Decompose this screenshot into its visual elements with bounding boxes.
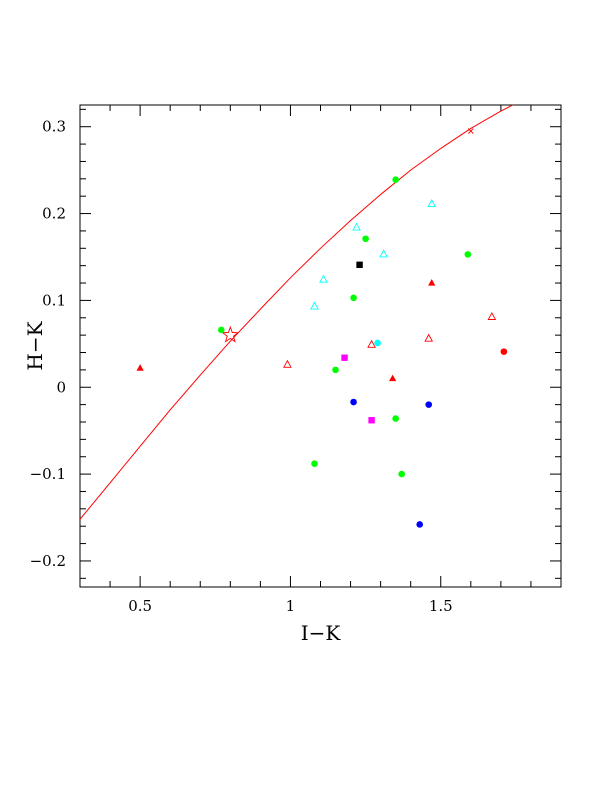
y-tick-label: 0.3 <box>42 118 66 136</box>
data-point-circle-filled <box>392 176 399 183</box>
data-point-triangle-open <box>379 249 388 258</box>
data-point-star-open <box>221 325 240 343</box>
data-point-square-filled <box>356 261 363 268</box>
data-point-circle-filled <box>362 235 369 243</box>
data-point-triangle-open <box>319 274 328 283</box>
x-tick-label: 0.5 <box>128 597 152 615</box>
data-point-circle-filled <box>311 460 318 467</box>
x-axis-title: I−K <box>301 621 342 645</box>
data-point-triangle-open <box>424 333 434 342</box>
data-point-circle-filled <box>217 326 225 334</box>
data-points <box>136 128 508 528</box>
data-point-circle-filled <box>464 251 472 258</box>
x-tick-label: 1.5 <box>429 597 453 615</box>
data-point-circle-filled <box>332 366 339 374</box>
x-tick-label: 1 <box>286 597 296 615</box>
data-point-triangle-open <box>487 311 497 320</box>
y-tick-label: 0 <box>56 378 66 396</box>
data-point-circle-filled <box>416 521 424 528</box>
data-point-circle-filled <box>398 470 405 478</box>
data-point-circle-filled <box>500 348 508 355</box>
data-point-triangle-filled <box>428 279 436 286</box>
data-point-triangle-filled <box>136 364 144 371</box>
data-point-triangle-filled <box>389 374 397 382</box>
data-point-triangle-open <box>427 199 437 208</box>
data-point-square-filled <box>341 354 348 361</box>
data-point-cross <box>467 128 474 134</box>
data-point-circle-filled <box>350 398 357 406</box>
y-axis-title: H−K <box>23 320 47 370</box>
y-tick-label: −0.1 <box>30 465 66 483</box>
axis-ticks <box>79 105 562 587</box>
data-point-circle-filled <box>425 401 433 408</box>
y-tick-label: 0.2 <box>42 205 66 223</box>
data-point-circle-filled <box>392 415 399 422</box>
tick-labels: 0.5 1 1.5 −0.2 −0.1 0 0.1 0.2 0.3 <box>30 118 453 615</box>
model-curve <box>80 105 514 520</box>
plot-frame <box>79 104 562 588</box>
data-point-triangle-open <box>283 359 292 368</box>
data-point-triangle-open <box>367 339 376 348</box>
data-point-triangle-open <box>310 301 319 310</box>
data-point-circle-filled <box>350 294 357 302</box>
y-tick-label: −0.2 <box>30 552 66 570</box>
data-point-square-filled <box>368 417 375 424</box>
y-tick-label: 0.1 <box>42 291 66 309</box>
data-point-triangle-open <box>352 222 361 231</box>
data-point-circle-filled <box>374 339 381 347</box>
